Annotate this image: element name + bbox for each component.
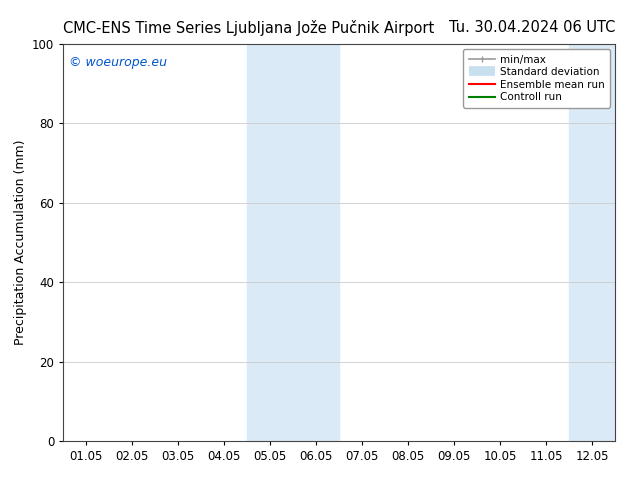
Bar	[569, 44, 634, 441]
Text: Tu. 30.04.2024 06 UTC: Tu. 30.04.2024 06 UTC	[449, 20, 615, 35]
Bar	[247, 44, 339, 441]
Legend: min/max, Standard deviation, Ensemble mean run, Controll run: min/max, Standard deviation, Ensemble me…	[463, 49, 610, 107]
Y-axis label: Precipitation Accumulation (mm): Precipitation Accumulation (mm)	[13, 140, 27, 345]
Text: © woeurope.eu: © woeurope.eu	[69, 56, 167, 69]
Text: CMC-ENS Time Series Ljubljana Jože Pučnik Airport: CMC-ENS Time Series Ljubljana Jože Pučni…	[63, 20, 435, 36]
